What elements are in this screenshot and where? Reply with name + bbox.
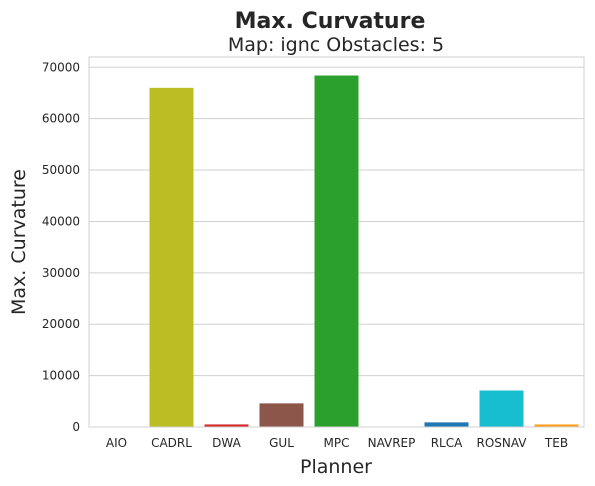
x-tick-label: RLCA — [431, 436, 463, 450]
y-tick-label: 20000 — [42, 317, 80, 331]
chart-title: Max. Curvature — [235, 9, 426, 34]
x-tick-label: DWA — [212, 436, 241, 450]
y-tick-label: 10000 — [42, 369, 80, 383]
bar-mpc — [314, 75, 359, 427]
bar-rlca — [424, 422, 469, 427]
y-tick-label: 70000 — [42, 60, 80, 74]
x-axis-label: Planner — [300, 456, 372, 478]
bar-teb — [534, 424, 579, 427]
x-tick-label: CADRL — [151, 436, 192, 450]
y-tick-label: 60000 — [42, 112, 80, 126]
bar-rosnav — [479, 390, 524, 427]
x-tick-label: NAVREP — [368, 436, 416, 450]
bar-cadrl — [149, 87, 194, 427]
bar-dwa — [204, 424, 249, 427]
y-tick-label: 40000 — [42, 214, 80, 228]
bar-gul — [259, 403, 304, 427]
chart-subtitle: Map: ignc Obstacles: 5 — [228, 34, 444, 56]
x-tick-labels: AIO CADRL DWA GUL MPC NAVREP RLCA ROSNAV TEB — [106, 436, 568, 450]
plot-frame — [88, 56, 585, 428]
y-tick-label: 50000 — [42, 163, 80, 177]
bars — [149, 75, 579, 427]
y-tick-labels: 0 10000 20000 30000 40000 50000 60000 70000 — [42, 60, 80, 434]
y-tick-label: 30000 — [42, 266, 80, 280]
x-tick-label: GUL — [269, 436, 294, 450]
x-tick-label: ROSNAV — [476, 436, 527, 450]
x-tick-label: MPC — [324, 436, 350, 450]
x-tick-label: TEB — [544, 436, 568, 450]
x-tick-label: AIO — [106, 436, 127, 450]
y-axis-label: Max. Curvature — [8, 169, 30, 315]
y-tick-label: 0 — [72, 420, 80, 434]
